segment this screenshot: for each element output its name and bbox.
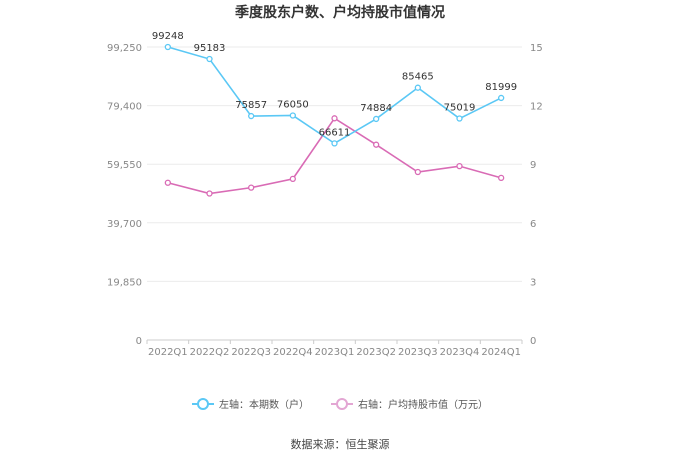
data-point-avg-value — [373, 141, 380, 148]
data-label-holders: 99248 — [152, 31, 184, 42]
data-point-avg-value — [498, 174, 505, 182]
data-label-holders: 74884 — [360, 103, 392, 114]
data-point-holders — [206, 55, 213, 63]
x-axis-tick-label: 2022Q3 — [231, 347, 271, 358]
data-point-holders — [164, 43, 171, 51]
data-label-holders: 75019 — [444, 103, 476, 114]
data-point-avg-value — [206, 190, 213, 197]
legend-label-avg-value: 右轴：户均持股市值（万元） — [358, 400, 488, 411]
data-point-avg-value — [164, 179, 171, 186]
data-label-holders: 76050 — [277, 99, 309, 110]
chart-title: 季度股东户数、户均持股市值情况 — [235, 5, 445, 21]
x-axis-tick-label: 2022Q1 — [148, 347, 188, 358]
right-axis-tick-label: 3 — [530, 277, 536, 288]
chart-legend: 左轴：本期数（户） 右轴：户均持股市值（万元） — [0, 396, 680, 411]
data-point-avg-value — [456, 163, 463, 170]
x-axis-tick-label: 2024Q1 — [481, 347, 521, 358]
right-axis-tick-label: 15 — [530, 43, 543, 54]
left-axis-tick-label: 99,250 — [107, 43, 142, 54]
data-point-holders — [456, 115, 463, 122]
x-axis-tick-label: 2023Q2 — [356, 347, 396, 358]
x-axis-tick-label: 2023Q3 — [398, 347, 438, 358]
x-axis-tick-label: 2022Q2 — [190, 347, 230, 358]
data-point-avg-value — [248, 184, 255, 191]
right-axis-tick-label: 9 — [530, 160, 536, 171]
x-axis-tick-label: 2023Q1 — [315, 347, 355, 358]
data-source-note: 数据来源：恒生聚源 — [290, 438, 390, 451]
left-axis-tick-label: 19,850 — [107, 277, 142, 288]
legend-label-holders: 左轴：本期数（户） — [219, 400, 309, 411]
data-point-holders — [289, 112, 296, 119]
left-axis-tick-label: 39,700 — [107, 219, 142, 230]
data-label-holders: 95183 — [194, 43, 226, 54]
legend-item-avg-value[interactable]: 右轴：户均持股市值（万元） — [331, 396, 488, 411]
x-axis-tick-label: 2022Q4 — [273, 347, 313, 358]
right-axis-tick-label: 0 — [530, 336, 536, 347]
x-axis-tick-label: 2023Q4 — [440, 347, 480, 358]
right-axis-tick-label: 6 — [530, 219, 536, 230]
data-point-avg-value — [331, 115, 338, 122]
data-label-holders: 75857 — [235, 100, 267, 111]
legend-line-circle-icon — [192, 397, 214, 410]
data-label-holders: 81999 — [485, 82, 517, 93]
data-point-holders — [498, 94, 505, 102]
legend-line-circle-icon — [331, 397, 353, 410]
data-label-holders: 85465 — [402, 72, 434, 83]
left-axis-tick-label: 59,550 — [107, 160, 142, 171]
data-point-holders — [373, 115, 380, 123]
left-axis-tick-label: 0 — [136, 336, 142, 347]
data-label-holders: 66611 — [319, 127, 351, 138]
data-point-holders — [248, 112, 255, 120]
right-axis-tick-label: 12 — [530, 102, 543, 113]
data-point-holders — [414, 84, 421, 91]
left-axis-tick-label: 79,400 — [107, 102, 142, 113]
legend-item-holders[interactable]: 左轴：本期数（户） — [192, 396, 309, 411]
data-point-avg-value — [289, 175, 296, 183]
data-point-holders — [331, 140, 338, 147]
data-point-avg-value — [414, 168, 421, 176]
